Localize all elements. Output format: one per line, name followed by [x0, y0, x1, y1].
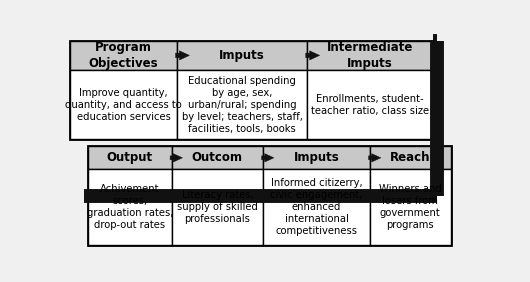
- Polygon shape: [170, 154, 182, 162]
- Bar: [88, 146, 172, 169]
- Bar: [70, 41, 177, 70]
- Bar: [172, 169, 263, 245]
- Text: Informed citizerry,
civic engagement,
enhanced
international
competitiveness: Informed citizerry, civic engagement, en…: [270, 178, 363, 236]
- Bar: [177, 41, 307, 70]
- Bar: [263, 146, 370, 169]
- Text: Educational spending
by age, sex,
urban/rural; spending
by level; teachers, staf: Educational spending by age, sex, urban/…: [182, 76, 303, 134]
- Text: Program
Objectives: Program Objectives: [89, 41, 158, 70]
- Text: Reach: Reach: [390, 151, 430, 164]
- Polygon shape: [306, 51, 320, 60]
- Text: Output: Output: [107, 151, 153, 164]
- Bar: [177, 70, 307, 139]
- Text: Literacy rates,
supply of skilled
professionals: Literacy rates, supply of skilled profes…: [177, 190, 258, 224]
- Bar: [172, 146, 263, 169]
- Polygon shape: [175, 51, 190, 60]
- Bar: [263, 169, 370, 245]
- Polygon shape: [368, 154, 381, 162]
- Text: Intermediate
Imputs: Intermediate Imputs: [327, 41, 413, 70]
- Bar: [307, 41, 433, 70]
- Bar: [307, 70, 433, 139]
- Bar: [88, 169, 172, 245]
- Text: Outcom: Outcom: [192, 151, 243, 164]
- Bar: [70, 70, 177, 139]
- Polygon shape: [86, 190, 103, 201]
- Text: Imputs: Imputs: [219, 49, 265, 62]
- Bar: [88, 146, 450, 245]
- Bar: [370, 146, 450, 169]
- Polygon shape: [261, 154, 274, 162]
- Bar: [370, 169, 450, 245]
- Text: Achivement
scores,
graduation rates,
drop-out rates: Achivement scores, graduation rates, dro…: [86, 184, 173, 230]
- Bar: [70, 41, 433, 139]
- Text: Enrollments, student-
teacher ratio, class size: Enrollments, student- teacher ratio, cla…: [311, 94, 429, 116]
- Text: Imputs: Imputs: [294, 151, 339, 164]
- Text: Improve quantity,
quantity, and access to
education services: Improve quantity, quantity, and access t…: [65, 88, 182, 122]
- Text: Winners and
losers from
government
programs: Winners and losers from government progr…: [379, 184, 441, 230]
